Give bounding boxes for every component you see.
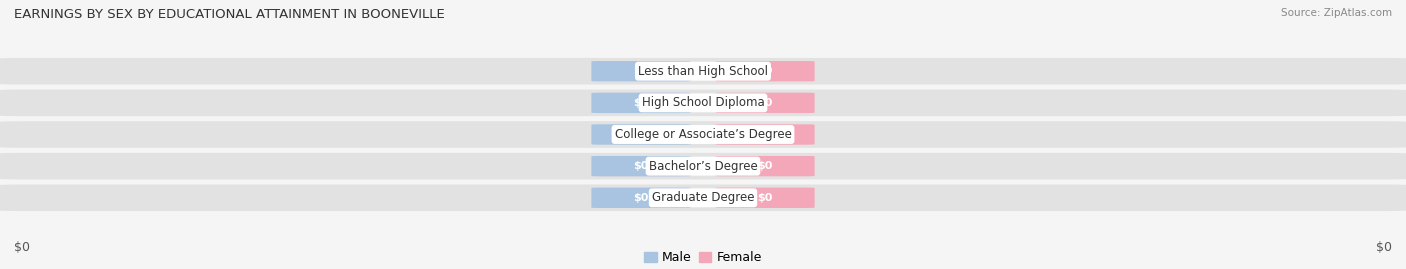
Legend: Male, Female: Male, Female — [640, 246, 766, 269]
FancyBboxPatch shape — [716, 156, 814, 176]
Text: College or Associate’s Degree: College or Associate’s Degree — [614, 128, 792, 141]
FancyBboxPatch shape — [0, 58, 1406, 84]
Text: $0: $0 — [14, 241, 30, 254]
Text: $0: $0 — [633, 129, 648, 140]
FancyBboxPatch shape — [592, 187, 690, 208]
Text: High School Diploma: High School Diploma — [641, 96, 765, 109]
Text: $0: $0 — [633, 66, 648, 76]
FancyBboxPatch shape — [592, 156, 690, 176]
FancyBboxPatch shape — [0, 121, 1406, 148]
Text: Source: ZipAtlas.com: Source: ZipAtlas.com — [1281, 8, 1392, 18]
Text: $0: $0 — [633, 161, 648, 171]
Text: $0: $0 — [758, 98, 773, 108]
FancyBboxPatch shape — [0, 90, 1406, 116]
FancyBboxPatch shape — [0, 185, 1406, 211]
FancyBboxPatch shape — [592, 93, 690, 113]
Text: $0: $0 — [1376, 241, 1392, 254]
Text: $0: $0 — [758, 161, 773, 171]
Text: $0: $0 — [758, 66, 773, 76]
FancyBboxPatch shape — [0, 153, 1406, 179]
FancyBboxPatch shape — [592, 61, 690, 82]
Text: $0: $0 — [758, 193, 773, 203]
Text: Less than High School: Less than High School — [638, 65, 768, 78]
Text: Graduate Degree: Graduate Degree — [652, 191, 754, 204]
Text: $0: $0 — [633, 193, 648, 203]
FancyBboxPatch shape — [716, 61, 814, 82]
Text: Bachelor’s Degree: Bachelor’s Degree — [648, 160, 758, 173]
Text: $0: $0 — [758, 129, 773, 140]
FancyBboxPatch shape — [716, 124, 814, 145]
FancyBboxPatch shape — [716, 93, 814, 113]
FancyBboxPatch shape — [716, 187, 814, 208]
Text: $0: $0 — [633, 98, 648, 108]
Text: EARNINGS BY SEX BY EDUCATIONAL ATTAINMENT IN BOONEVILLE: EARNINGS BY SEX BY EDUCATIONAL ATTAINMEN… — [14, 8, 444, 21]
FancyBboxPatch shape — [592, 124, 690, 145]
